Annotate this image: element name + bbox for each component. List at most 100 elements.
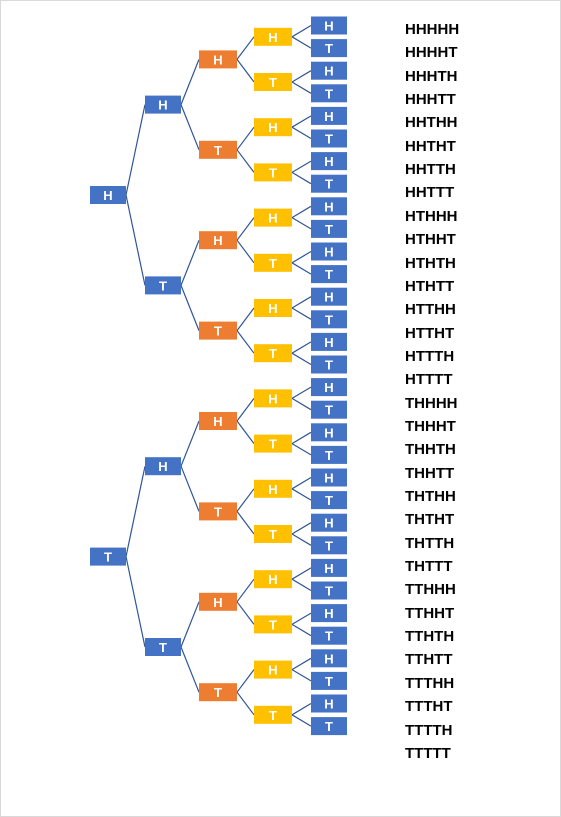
tree-branch-line — [291, 217, 312, 230]
tree-node-hhht: T — [254, 73, 292, 91]
tree-node-box — [311, 265, 347, 284]
tree-branch-line — [236, 239, 255, 264]
tree-branch-line — [291, 488, 312, 501]
tree-node-label: H — [324, 19, 333, 34]
tree-node-label: H — [324, 380, 333, 395]
tree-node-box — [254, 660, 292, 679]
tree-node-box — [311, 445, 347, 464]
tree-branch-line — [180, 465, 200, 512]
tree-node-label: T — [325, 493, 333, 508]
outcome-hhhth: HHHTH — [405, 67, 458, 85]
tree-node-label: T — [325, 674, 333, 689]
tree-node-box — [90, 186, 126, 204]
tree-node-hhthh: H — [311, 106, 347, 125]
tree-node-label: T — [269, 256, 277, 271]
tree-branch-line — [291, 386, 312, 399]
tree-node-label: T — [325, 312, 333, 327]
tree-node-box — [311, 242, 347, 261]
tree-node-box — [311, 310, 347, 329]
tree-branch-line — [236, 601, 255, 625]
outcome-hhttt: HHTTT — [405, 184, 455, 202]
tree-node-label: T — [214, 504, 222, 519]
tree-node-box — [254, 73, 292, 91]
tree-node-box — [145, 276, 181, 295]
tree-node-hht: T — [199, 140, 237, 159]
tree-branch-line — [125, 194, 146, 286]
tree-branch-line — [236, 420, 255, 444]
outcome-tttht: TTTHT — [405, 698, 453, 716]
tree-node-htt: T — [199, 321, 237, 340]
outcome-ttttt: TTTTT — [405, 744, 451, 762]
tree-node-label: H — [213, 595, 222, 610]
tree-node-box — [145, 95, 181, 114]
outcome-httth: HTTTH — [405, 347, 455, 365]
tree-node-box — [254, 389, 292, 408]
tree-node-box — [311, 400, 347, 419]
outcome-htttt: HTTTT — [405, 371, 453, 389]
outcome-tthhh: TTHHH — [405, 581, 456, 599]
tree-node-label: T — [325, 41, 333, 56]
outcome-thhth: THHTH — [405, 441, 456, 459]
tree-node-thhth: H — [311, 423, 347, 442]
tree-node-label: T — [269, 165, 277, 180]
tree-node-box — [311, 106, 347, 125]
tree-branch-line — [180, 239, 200, 286]
tree-node-label: H — [324, 651, 333, 666]
tree-node-label: H — [324, 64, 333, 79]
tree-node-label: H — [268, 663, 277, 678]
tree-node-box — [311, 332, 347, 351]
tree-branch-line — [291, 443, 312, 456]
tree-node-box — [311, 287, 347, 306]
tree-node-box — [145, 638, 181, 656]
tree-node-label: H — [213, 52, 222, 67]
tree-node-tth: H — [199, 592, 237, 611]
outcome-hhthh: HHTHH — [405, 114, 458, 132]
outcome-thtth: THTTH — [405, 534, 455, 552]
tree-node-box — [311, 694, 347, 713]
tree-node-box — [254, 27, 292, 46]
tree-branch-line — [291, 205, 312, 219]
tree-node-box — [199, 683, 237, 702]
tree-node-box — [311, 84, 347, 103]
tree-node-label: T — [214, 143, 222, 158]
tree-node-hhhht: T — [311, 39, 347, 58]
tree-branch-line — [291, 36, 312, 49]
tree-node-tthh: H — [254, 570, 292, 589]
tree-node-box — [311, 355, 347, 374]
tree-branch-line — [291, 431, 312, 445]
tree-branch-line — [291, 250, 312, 264]
tree-node-label: T — [159, 640, 167, 655]
tree-node-label: T — [269, 708, 277, 723]
tree-node-thht: T — [254, 434, 292, 453]
tree-node-thtth: H — [311, 513, 347, 532]
tree-node-box — [311, 626, 347, 645]
tree-branch-line — [291, 669, 312, 682]
tree-branch-line — [291, 307, 312, 320]
tree-node-tthth: H — [311, 604, 347, 623]
tree-node-tttht: T — [311, 671, 347, 690]
tree-node-label: T — [325, 584, 333, 599]
tree-node-box — [311, 513, 347, 532]
tree-branch-line — [291, 533, 312, 546]
tree-branch-line — [291, 262, 312, 275]
tree-branch-line — [236, 488, 255, 512]
tree-branch-line — [291, 612, 312, 625]
tree-node-label: T — [325, 358, 333, 373]
tree-node-box — [311, 174, 347, 193]
tree-node-thttt: T — [311, 536, 347, 555]
tree-node-th: H — [145, 457, 181, 476]
tree-branch-line — [180, 285, 200, 331]
tree-node-label: T — [214, 685, 222, 700]
tree-node-box — [311, 581, 347, 600]
tree-node-box — [311, 604, 347, 623]
tree-node-hhhtt: T — [311, 84, 347, 103]
tree-node-hthth: H — [311, 242, 347, 261]
outcome-ttthh: TTTHH — [405, 674, 455, 692]
tree-node-box — [311, 378, 347, 397]
tree-node-box — [311, 468, 347, 487]
tree-node-htht: T — [254, 253, 292, 272]
tree-branch-line — [291, 70, 312, 83]
tree-node-label: H — [103, 188, 112, 203]
tree-node-label: T — [325, 267, 333, 282]
